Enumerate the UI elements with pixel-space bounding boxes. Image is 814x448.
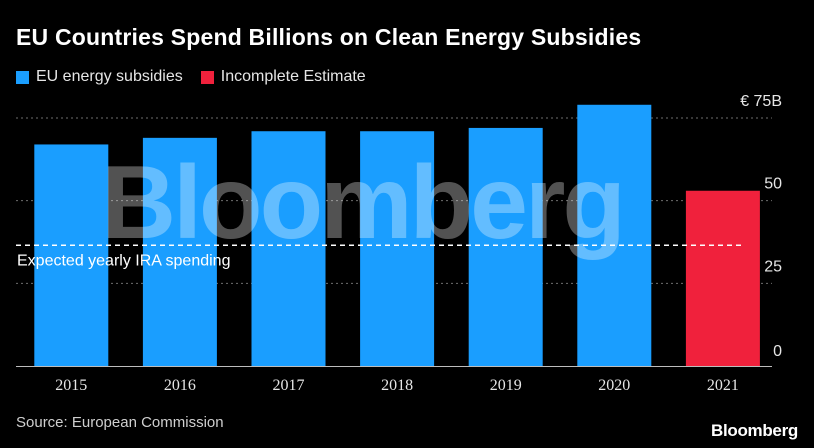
legend-swatch-subsidies	[16, 70, 29, 84]
y-tick-label: 50	[764, 176, 782, 193]
bar-subsidies	[577, 104, 652, 367]
chart-title: EU Countries Spend Billions on Clean Ene…	[16, 24, 642, 50]
x-tick-label: 2021	[707, 377, 739, 394]
x-tick-label: 2018	[381, 377, 413, 394]
bar-subsidies	[360, 131, 435, 366]
legend-item-estimate: Incomplete Estimate	[200, 68, 366, 86]
watermark: Bloomberg	[101, 145, 623, 261]
legend-item-subsidies: EU energy subsidies	[16, 68, 183, 86]
bloomberg-logo: Bloomberg	[710, 421, 798, 440]
bar-subsidies	[468, 127, 543, 366]
bar-subsidies	[251, 131, 326, 366]
x-tick-label: 2020	[598, 377, 630, 394]
legend-swatch-estimate	[200, 70, 214, 84]
x-tick-label: 2017	[273, 377, 305, 394]
y-tick-label: 0	[773, 343, 782, 360]
bar-subsidies	[34, 144, 109, 366]
x-tick-label: 2019	[490, 377, 522, 394]
bar-estimate	[685, 190, 760, 366]
bar-subsidies	[142, 137, 217, 366]
legend-label-subsidies: EU energy subsidies	[36, 68, 183, 85]
y-tick-label: € 75B	[740, 93, 782, 110]
source-note: Source: European Commission	[16, 414, 224, 431]
x-tick-label: 2016	[164, 377, 196, 394]
chart-legend: EU energy subsidies Incomplete Estimate	[16, 68, 384, 86]
reference-line-label: Expected yearly IRA spending	[17, 252, 230, 269]
x-tick-label: 2015	[55, 377, 87, 394]
legend-label-estimate: Incomplete Estimate	[220, 68, 366, 85]
y-tick-label: 25	[764, 258, 782, 275]
